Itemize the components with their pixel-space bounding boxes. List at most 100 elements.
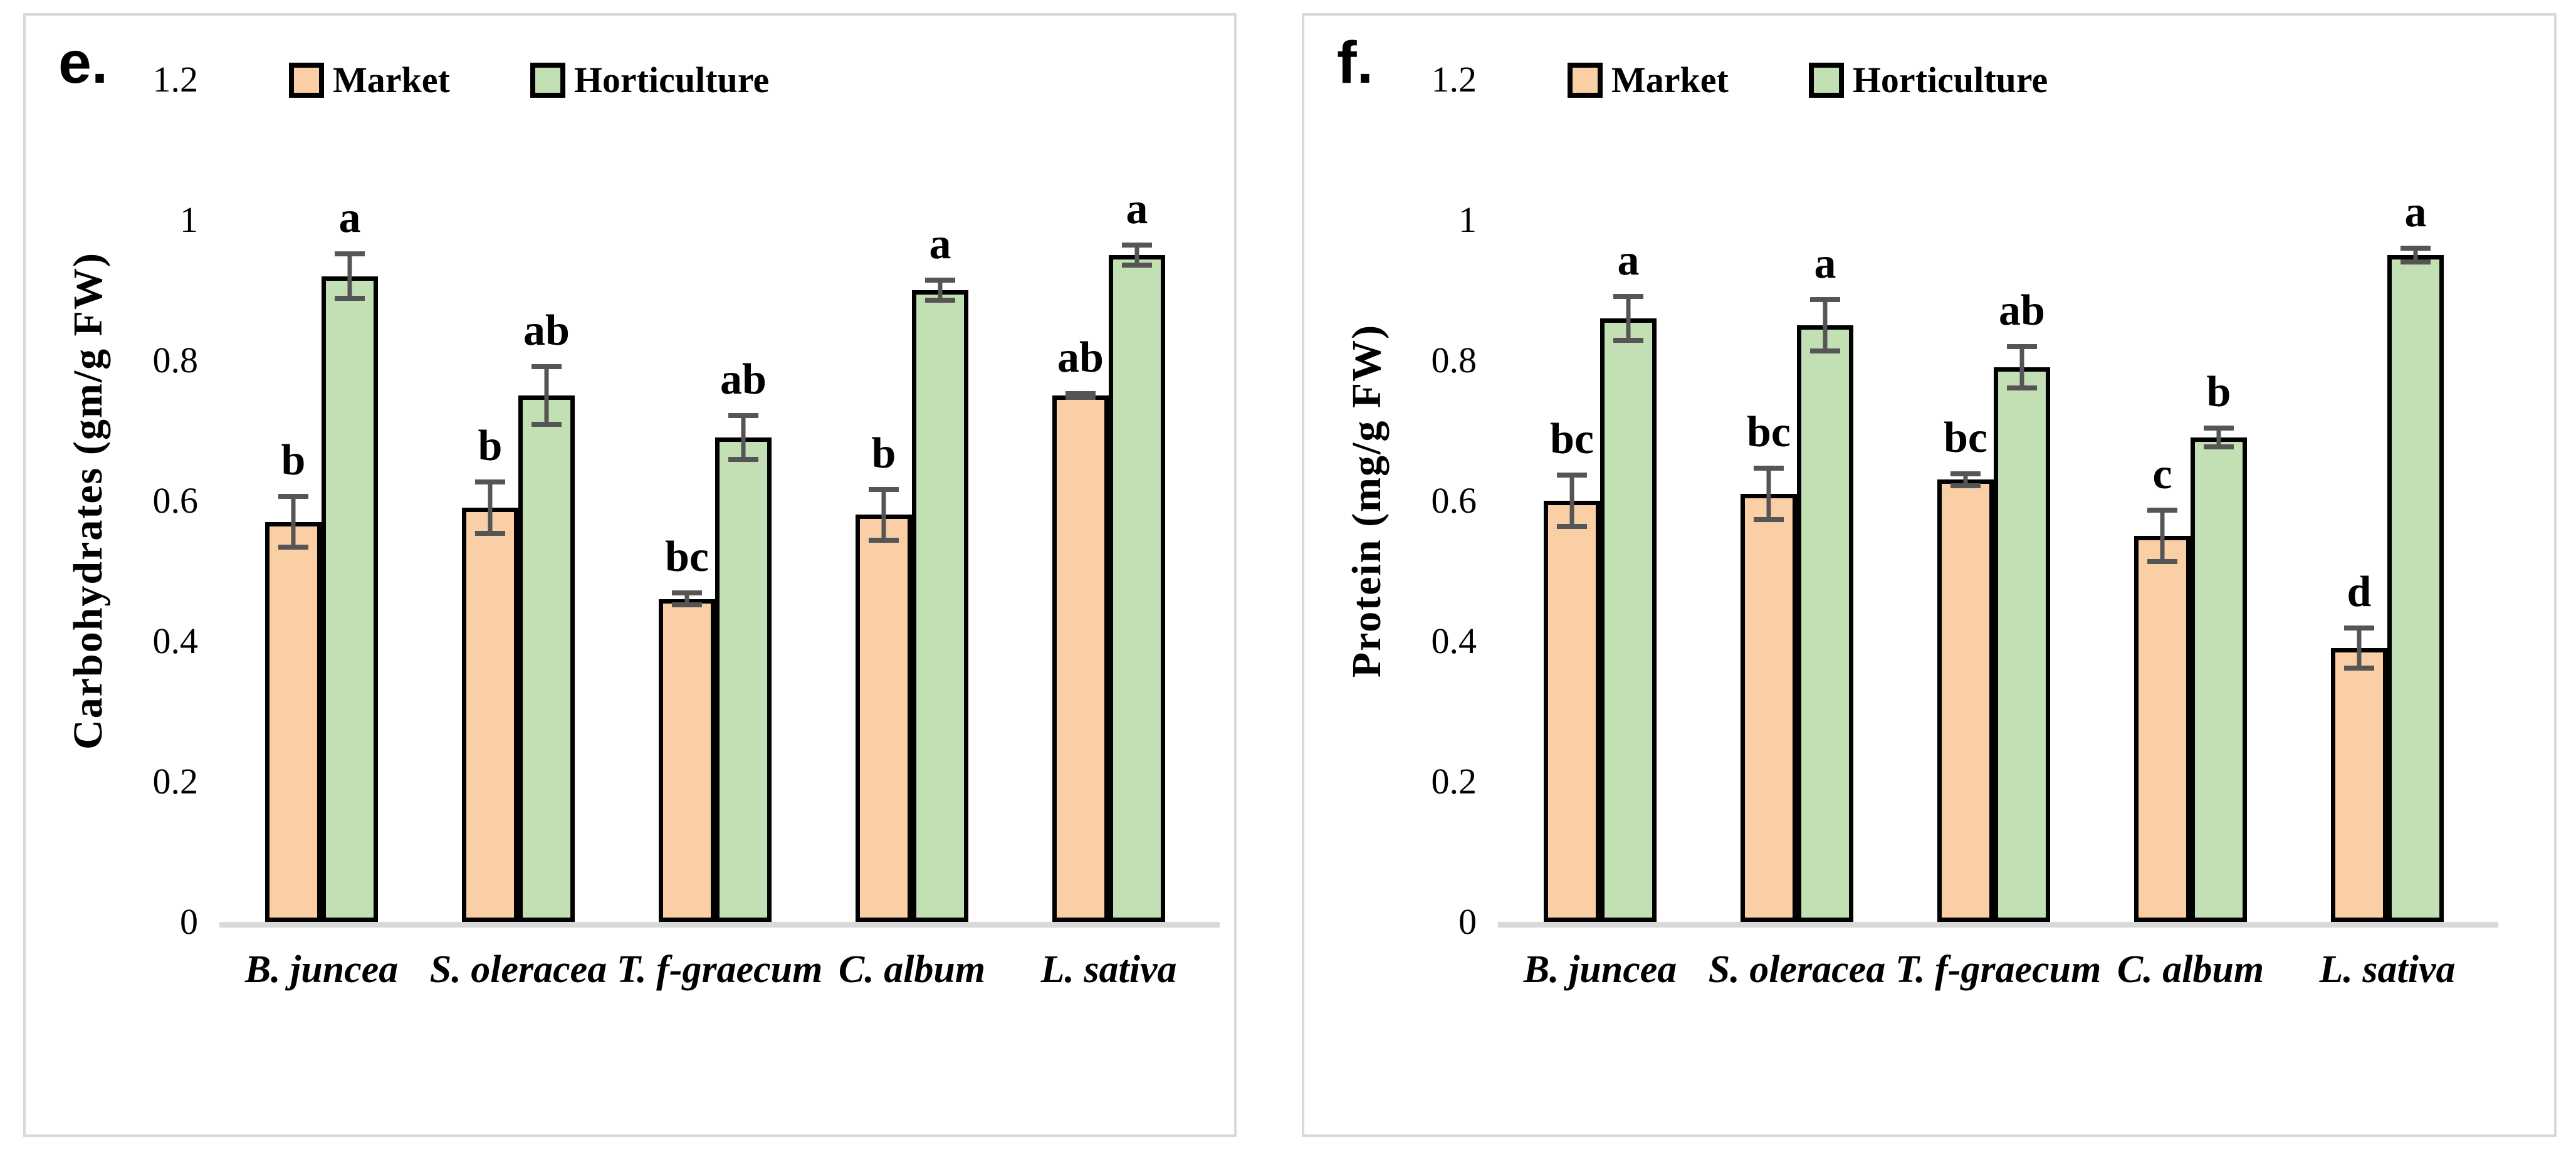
- bar-horticulture-b-juncea: [1600, 318, 1657, 922]
- plot-area: 0 0.2 0.4 0.6 0.8 1 1.2 bc a B. juncea bc a S. olera…: [1432, 61, 2498, 991]
- error-bar-stem: [741, 413, 746, 463]
- panel-letter: e.: [58, 29, 108, 96]
- error-bar-stem: [291, 493, 296, 550]
- error-bar-horticulture-l-sativa: [2401, 246, 2431, 264]
- sig-letter-market-l-sativa: d: [2347, 568, 2372, 617]
- error-bar-stem: [544, 364, 549, 427]
- y-tick-label: 1: [180, 199, 198, 240]
- x-axis-line: [1498, 922, 2498, 928]
- x-axis-label-t-f-graecum: T. f-graecum: [1895, 948, 2102, 991]
- sig-letter-market-l-sativa: ab: [1057, 333, 1104, 382]
- y-tick-label: 1.2: [152, 59, 199, 100]
- error-bar-horticulture-t-f-graecum: [2007, 344, 2037, 391]
- sig-letter-horticulture-t-f-graecum: ab: [720, 355, 767, 404]
- error-bar-stem: [938, 277, 943, 303]
- y-tick-label: 1.2: [1431, 59, 1477, 100]
- error-bar-stem: [2216, 426, 2221, 450]
- error-bar-cap-top: [1613, 293, 1643, 299]
- error-bar-cap-bottom: [1065, 394, 1096, 400]
- error-bar-stem: [1823, 297, 1828, 353]
- plot-area: 0 0.2 0.4 0.6 0.8 1 1.2 b a B. juncea b ab S. olerac…: [153, 61, 1220, 991]
- y-tick-label: 0.2: [152, 761, 199, 802]
- chart-panel-e: e. Market Horticulture Carbohydrates (gm…: [23, 13, 1237, 1137]
- legend-item-market: Market: [289, 62, 450, 98]
- error-bar-market-l-sativa: [1065, 391, 1096, 400]
- y-tick-label: 0: [180, 901, 198, 942]
- sig-letter-horticulture-l-sativa: a: [2404, 188, 2427, 237]
- error-bar-stem: [488, 479, 493, 536]
- sig-letter-market-t-f-graecum: bc: [665, 533, 709, 582]
- error-bar-cap-top: [2204, 426, 2234, 431]
- bar-market-l-sativa: [2331, 648, 2387, 922]
- bar-market-b-juncea: [1544, 501, 1600, 922]
- error-bar-cap-top: [1810, 297, 1840, 303]
- error-bar-cap-top: [475, 479, 505, 485]
- x-axis-label-l-sativa: L. sativa: [1040, 948, 1177, 991]
- error-bar-cap-top: [728, 413, 758, 419]
- error-bar-cap-bottom: [531, 422, 562, 427]
- error-bar-stem: [2413, 246, 2418, 264]
- error-bar-horticulture-b-juncea: [1613, 293, 1643, 343]
- legend-label-horticulture: Horticulture: [573, 60, 770, 100]
- error-bar-horticulture-c-album: [2204, 426, 2234, 450]
- panel-letter: f.: [1337, 29, 1374, 96]
- error-bar-stem: [1134, 242, 1139, 268]
- sig-letter-horticulture-c-album: a: [929, 219, 951, 268]
- market-swatch-icon: [289, 63, 324, 98]
- error-bar-stem: [347, 251, 352, 301]
- x-axis-label-b-juncea: B. juncea: [1523, 948, 1677, 991]
- error-bar-horticulture-t-f-graecum: [728, 413, 758, 463]
- bar-market-s-oleracea: [1741, 493, 1797, 922]
- y-tick-label: 0.8: [152, 340, 199, 380]
- error-bar-market-b-juncea: [278, 493, 308, 550]
- horticulture-swatch-icon: [1808, 63, 1844, 98]
- bar-horticulture-t-f-graecum: [1994, 367, 2050, 922]
- bar-market-b-juncea: [265, 521, 322, 922]
- error-bar-stem: [1569, 473, 1574, 529]
- error-bar-cap-bottom: [475, 531, 505, 536]
- x-axis-label-b-juncea: B. juncea: [244, 948, 399, 991]
- bar-horticulture-l-sativa: [1109, 255, 1165, 922]
- error-bar-horticulture-c-album: [925, 277, 955, 303]
- sig-letter-market-c-album: c: [2152, 450, 2172, 499]
- sig-letter-market-t-f-graecum: bc: [1944, 413, 1987, 462]
- error-bar-cap-bottom: [335, 295, 365, 301]
- error-bar-cap-bottom: [1950, 483, 1981, 488]
- y-tick-label: 0: [1458, 901, 1477, 942]
- error-bar-cap-top: [672, 590, 702, 596]
- x-axis-label-c-album: C. album: [2117, 948, 2264, 991]
- error-bar-cap-top: [2344, 625, 2374, 631]
- legend: Market Horticulture: [1568, 62, 2048, 98]
- error-bar-cap-bottom: [278, 545, 308, 550]
- error-bar-horticulture-b-juncea: [335, 251, 365, 301]
- y-tick-label: 0.4: [1431, 620, 1477, 661]
- sig-letter-horticulture-t-f-graecum: ab: [1999, 286, 2045, 335]
- error-bar-cap-bottom: [2344, 666, 2374, 671]
- error-bar-market-t-f-graecum: [1950, 471, 1981, 488]
- y-axis-title: Carbohydrates (gm/g FW): [65, 252, 111, 750]
- bar-market-l-sativa: [1052, 395, 1109, 922]
- bar-horticulture-s-oleracea: [518, 395, 575, 922]
- error-bar-stem: [2357, 625, 2362, 671]
- error-bar-cap-bottom: [1754, 516, 1784, 522]
- error-bar-cap-bottom: [2147, 558, 2177, 564]
- sig-letter-market-s-oleracea: b: [478, 422, 503, 471]
- legend-item-market: Market: [1568, 62, 1729, 98]
- error-bar-stem: [684, 590, 689, 608]
- error-bar-cap-bottom: [2204, 444, 2234, 450]
- error-bar-cap-bottom: [869, 538, 899, 543]
- y-tick-label: 0.6: [152, 480, 199, 521]
- bar-horticulture-c-album: [2191, 437, 2247, 922]
- error-bar-stem: [1766, 466, 1771, 522]
- error-bar-market-t-f-graecum: [672, 590, 702, 608]
- error-bar-stem: [1626, 293, 1631, 343]
- error-bar-stem: [881, 486, 886, 543]
- bar-market-c-album: [856, 515, 912, 922]
- error-bar-horticulture-s-oleracea: [1810, 297, 1840, 353]
- sig-letter-market-b-juncea: b: [281, 436, 306, 484]
- sig-letter-market-s-oleracea: bc: [1747, 408, 1791, 456]
- legend-item-horticulture: Horticulture: [1808, 62, 2048, 98]
- error-bar-market-s-oleracea: [475, 479, 505, 536]
- x-axis-label-s-oleracea: S. oleracea: [429, 948, 607, 991]
- error-bar-market-c-album: [869, 486, 899, 543]
